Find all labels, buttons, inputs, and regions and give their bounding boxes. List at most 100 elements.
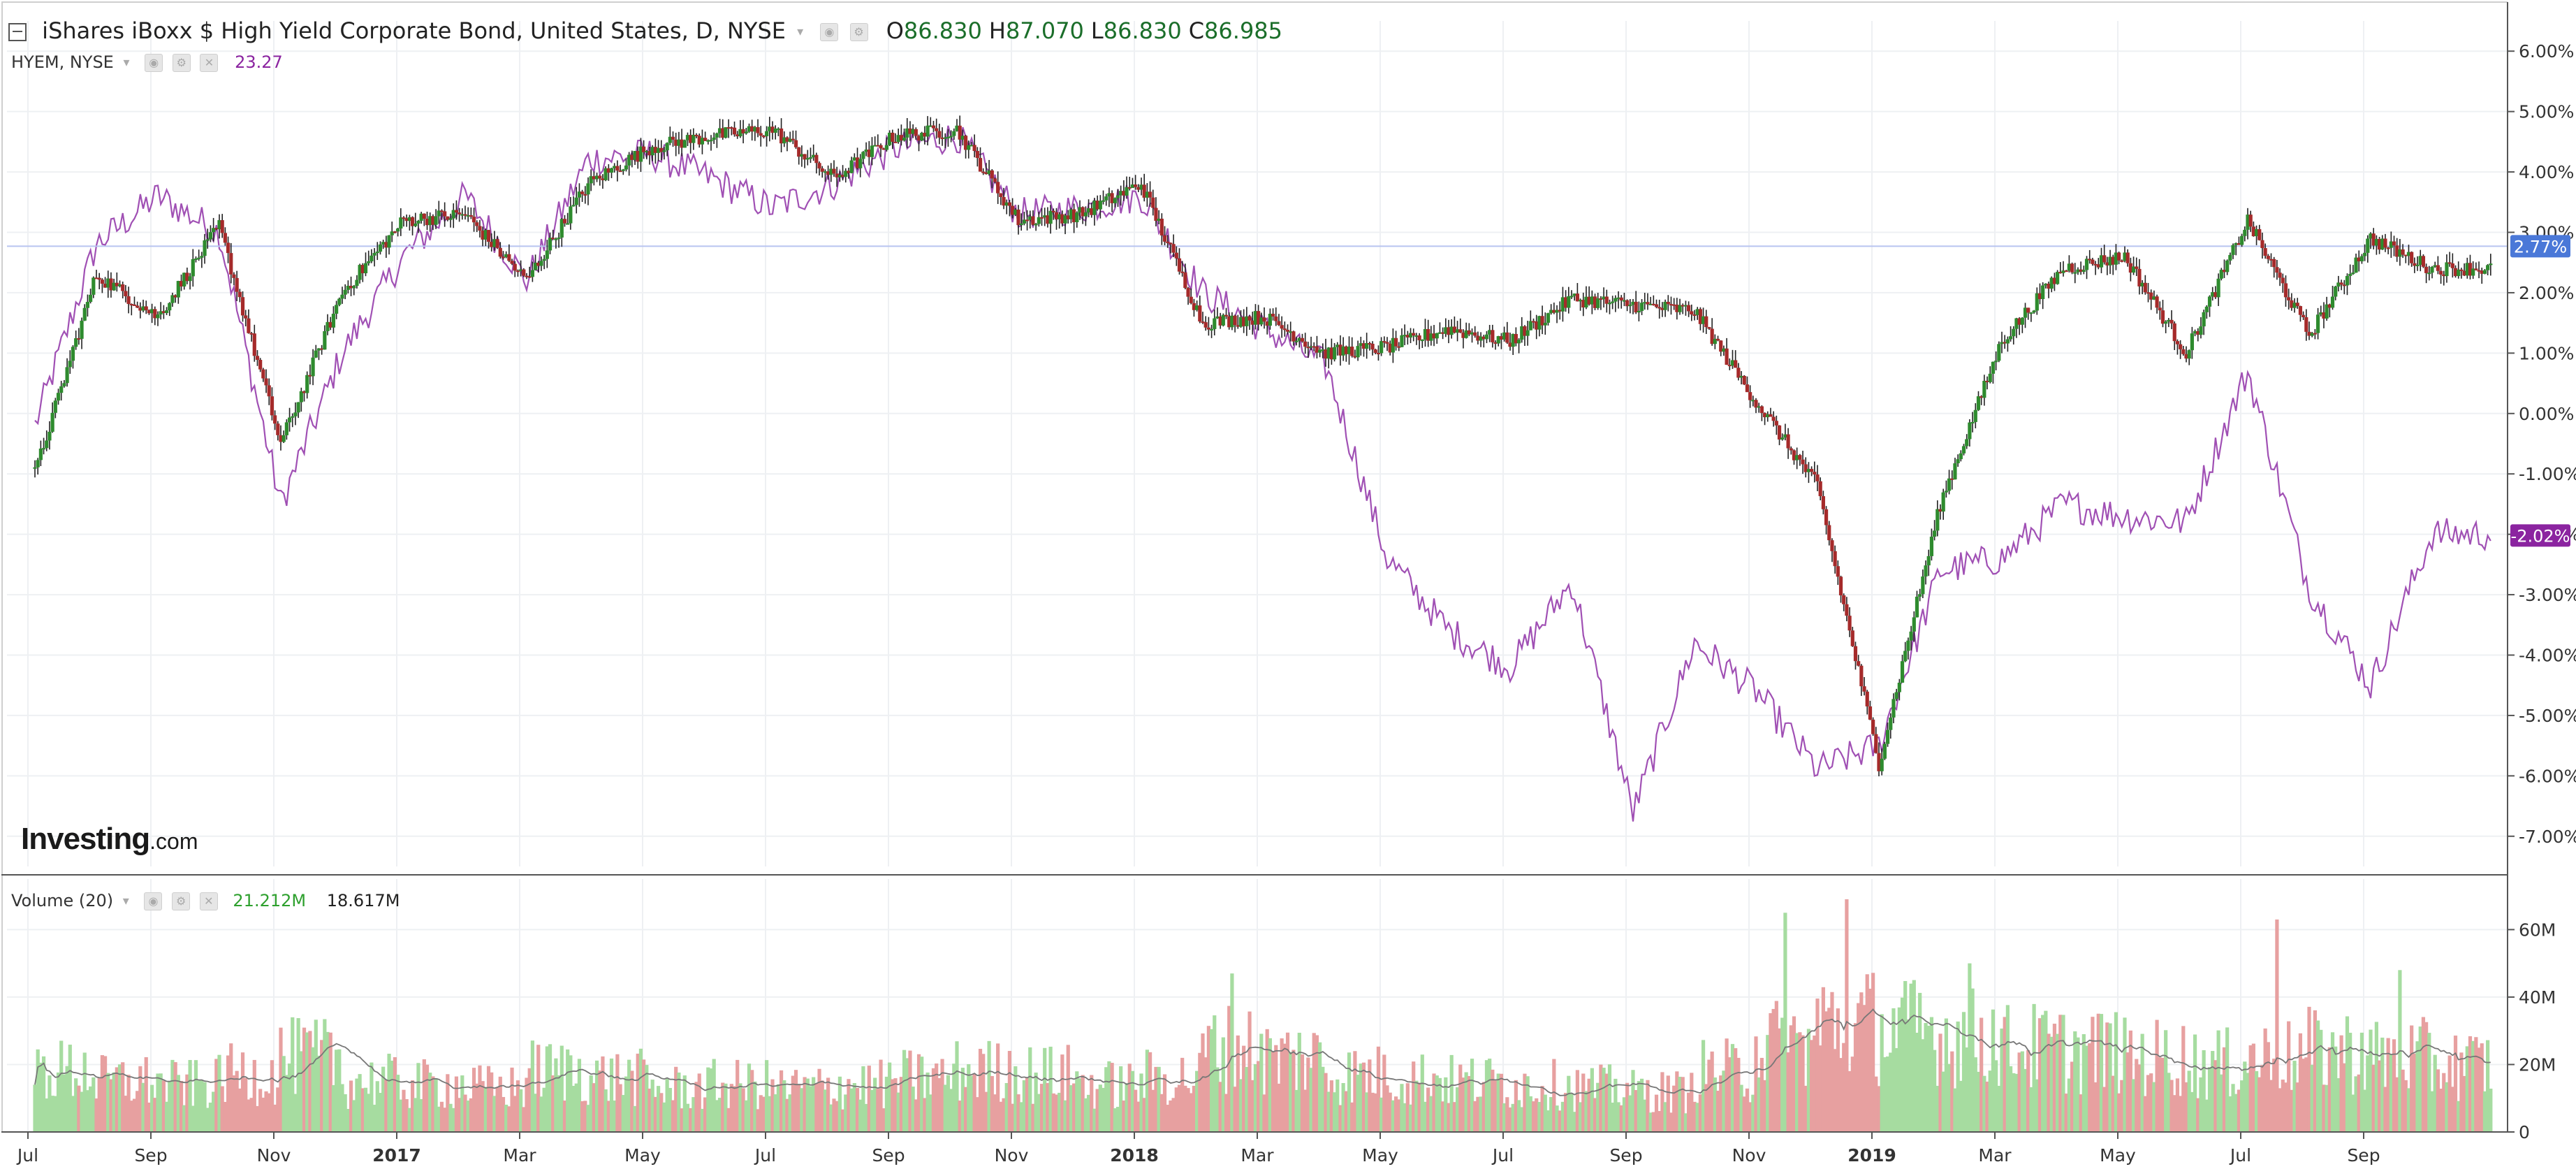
candle [2295, 298, 2299, 309]
candle-body [2099, 255, 2104, 268]
candle-body [1145, 191, 1149, 198]
candle-body [2278, 273, 2282, 278]
candle-body [1213, 318, 1217, 329]
close-icon[interactable]: ✕ [200, 54, 219, 72]
volume-bar [1727, 1057, 1732, 1132]
compare-symbol-label[interactable]: HYEM, NYSE [11, 52, 114, 72]
volume-bar [451, 1108, 455, 1132]
volume-bar [203, 1082, 207, 1132]
candle [984, 163, 988, 175]
candle-body [419, 213, 423, 221]
volume-bar [1722, 1070, 1726, 1132]
candle-body [1976, 396, 1981, 410]
time-axis[interactable]: Jul Sep Nov 2017 Mar May Jul Sep Nov 2018 Mar May Ju… [16, 1132, 2380, 1166]
candle-body [1912, 617, 1916, 632]
volume-bar [586, 1105, 590, 1132]
candle [1054, 208, 1059, 230]
volume-bar [170, 1059, 175, 1132]
candle [1321, 343, 1325, 358]
volume-bar [624, 1076, 629, 1132]
volume-bar [2102, 1087, 2107, 1132]
volume-bar [1625, 1082, 1630, 1132]
volume-bar [888, 1062, 892, 1132]
volume-bar [2278, 1088, 2282, 1132]
gear-icon[interactable]: ⚙ [849, 23, 868, 41]
volume-bar [1166, 1105, 1170, 1132]
candle [893, 133, 898, 143]
price-axis[interactable]: 6.00%5.00%4.00%3.00%2.00%1.00%0.00%-1.00… [2508, 41, 2576, 847]
candle [2061, 261, 2065, 277]
candle [2410, 251, 2414, 267]
candle [2026, 307, 2030, 320]
volume-bar [1877, 1086, 1881, 1132]
candle [1218, 312, 1222, 329]
candle [647, 146, 652, 165]
candle-body [469, 215, 473, 217]
candle-body [486, 230, 491, 242]
volume-bar [2263, 1028, 2267, 1132]
close-icon[interactable]: ✕ [199, 892, 218, 910]
candle [2287, 289, 2291, 310]
candle-body [220, 220, 224, 233]
volume-bar [1853, 1023, 1858, 1132]
volume-bar [709, 1068, 713, 1132]
candle-body [1739, 375, 1743, 378]
volume-bar [1502, 1103, 1507, 1132]
volume-bar [1956, 1021, 1960, 1132]
collapse-legend-icon[interactable] [8, 23, 27, 41]
candle-body [443, 211, 447, 217]
candle [1575, 283, 1579, 302]
volume-bar [1698, 1094, 1702, 1132]
last-price-badge-bg [2510, 235, 2570, 258]
visibility-icon[interactable]: ◉ [820, 23, 839, 41]
volume-bar [507, 1106, 511, 1132]
candle [463, 205, 467, 220]
candle-body [993, 178, 997, 182]
candle [928, 117, 932, 127]
candle [972, 134, 976, 158]
candle [2386, 247, 2390, 254]
candle-body [1836, 566, 1840, 577]
visibility-icon[interactable]: ◉ [145, 54, 163, 72]
candle-body [161, 311, 166, 313]
candle [153, 306, 157, 326]
chevron-down-icon[interactable]: ▾ [122, 894, 129, 908]
volume-label[interactable]: Volume (20) [11, 891, 114, 910]
candle [2005, 336, 2010, 352]
visibility-icon[interactable]: ◉ [144, 892, 163, 910]
volume-bar [226, 1055, 230, 1132]
volume-bar [855, 1087, 860, 1132]
gear-icon[interactable]: ⚙ [172, 892, 191, 910]
candle [1900, 654, 1905, 683]
volume-bar [2193, 1034, 2197, 1132]
candle [1783, 423, 1787, 441]
candle-body [674, 139, 678, 146]
candle [943, 133, 947, 149]
investing-logo[interactable]: Investing.com [21, 822, 198, 857]
candle-body [1429, 333, 1433, 341]
candle-body [2459, 269, 2464, 271]
main-series-title[interactable]: iShares iBoxx $ High Yield Corporate Bon… [42, 17, 786, 44]
candle-body [1321, 349, 1325, 351]
candle-body [2193, 331, 2197, 334]
candle [2486, 264, 2490, 275]
candle [1516, 337, 1521, 354]
candle-body [74, 338, 78, 347]
volume-bar [147, 1102, 152, 1132]
candle [1827, 521, 1831, 546]
candle [176, 280, 180, 304]
candle-body [41, 448, 46, 450]
candle [2105, 256, 2109, 275]
candle-body [2357, 257, 2361, 262]
gear-icon[interactable]: ⚙ [172, 54, 191, 72]
chevron-down-icon[interactable]: ▾ [123, 55, 130, 70]
candle-body [2052, 277, 2057, 284]
chevron-down-icon[interactable]: ▾ [797, 24, 804, 39]
volume-bar [74, 1078, 78, 1132]
volume-bar [680, 1108, 684, 1132]
volume-bar [1838, 1058, 1843, 1132]
volume-bar [2257, 1077, 2262, 1132]
volume-bar [691, 1097, 696, 1132]
